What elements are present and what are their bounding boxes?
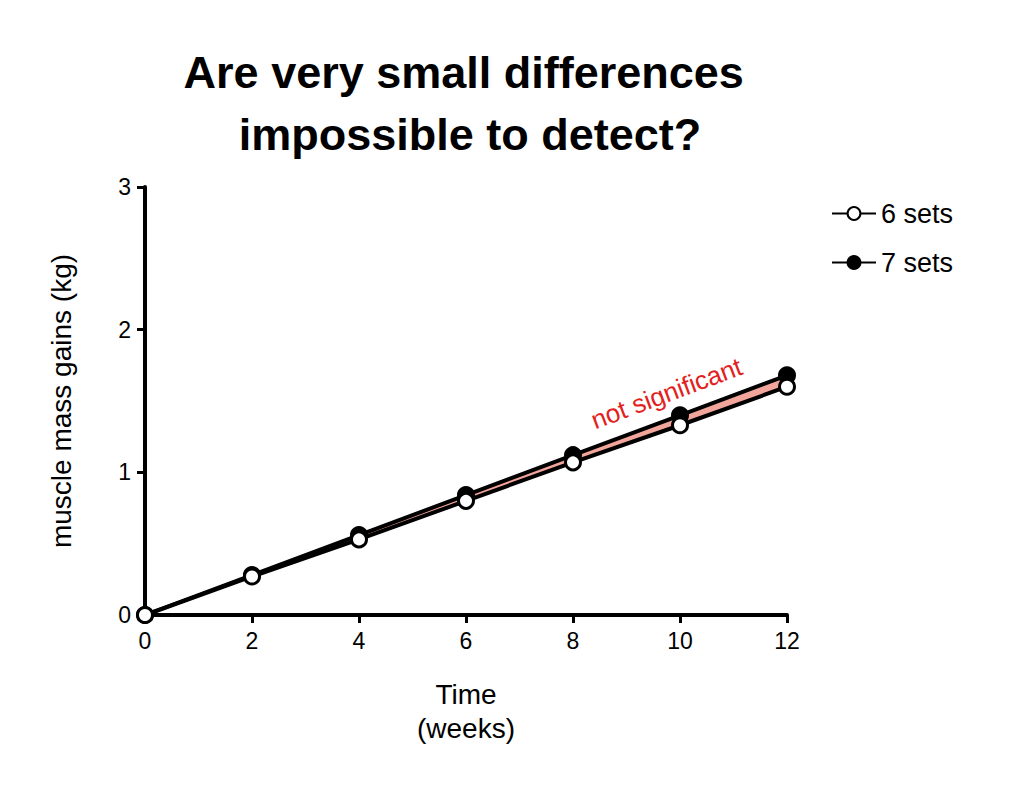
svg-text:6 sets: 6 sets (881, 199, 953, 229)
svg-text:6: 6 (460, 628, 473, 654)
svg-text:Time: Time (435, 679, 496, 710)
svg-text:2: 2 (246, 628, 259, 654)
svg-text:10: 10 (667, 628, 693, 654)
svg-text:impossible to detect?: impossible to detect? (239, 109, 702, 160)
svg-text:(weeks): (weeks) (417, 713, 515, 744)
svg-text:0: 0 (139, 628, 152, 654)
svg-text:4: 4 (353, 628, 366, 654)
svg-text:1: 1 (118, 459, 131, 485)
svg-text:3: 3 (118, 174, 131, 200)
svg-text:0: 0 (118, 602, 131, 628)
svg-text:7 sets: 7 sets (881, 248, 953, 278)
svg-text:not significant: not significant (587, 351, 747, 435)
svg-text:muscle mass gains (kg): muscle mass gains (kg) (46, 254, 77, 548)
svg-text:Are very small differences: Are very small differences (184, 47, 757, 98)
svg-text:8: 8 (567, 628, 580, 654)
svg-text:12: 12 (774, 628, 800, 654)
svg-text:2: 2 (118, 317, 131, 343)
